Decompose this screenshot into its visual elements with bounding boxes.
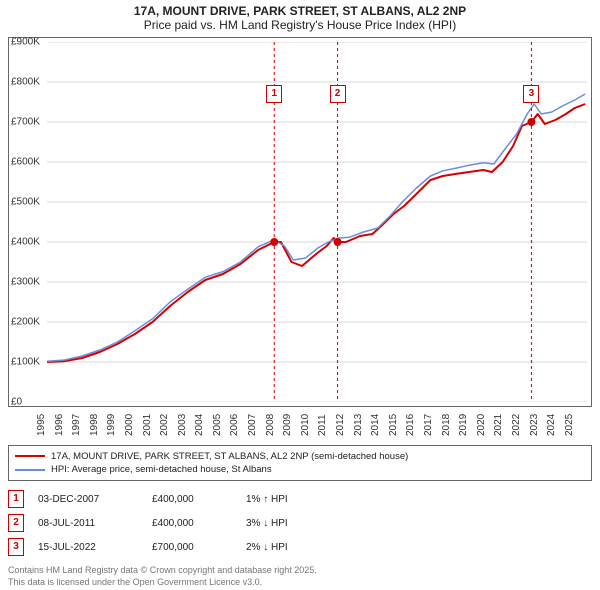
- x-tick-label: 1997: [71, 414, 82, 436]
- x-tick-label: 1999: [106, 414, 117, 436]
- title-block: 17A, MOUNT DRIVE, PARK STREET, ST ALBANS…: [0, 0, 600, 33]
- transaction-price: £400,000: [152, 518, 232, 529]
- transaction-date: 03-DEC-2007: [38, 494, 138, 505]
- transaction-hpi: 2% ↓ HPI: [246, 542, 346, 553]
- transaction-hpi: 1% ↑ HPI: [246, 494, 346, 505]
- transaction-date: 08-JUL-2011: [38, 518, 138, 529]
- y-tick-label: £800K: [9, 76, 47, 87]
- y-tick-label: £0: [9, 396, 47, 407]
- x-tick-label: 2007: [247, 414, 258, 436]
- transaction-marker: 1: [8, 490, 24, 508]
- x-tick-label: 2010: [300, 414, 311, 436]
- transaction-row: 2 08-JUL-2011 £400,000 3% ↓ HPI: [8, 511, 592, 535]
- transactions-table: 1 03-DEC-2007 £400,000 1% ↑ HPI 2 08-JUL-2011…: [8, 487, 592, 559]
- transaction-price: £700,000: [152, 542, 232, 553]
- x-tick-label: 2005: [212, 414, 223, 436]
- y-tick-label: £900K: [9, 36, 47, 47]
- y-tick-label: £700K: [9, 116, 47, 127]
- x-tick-label: 2011: [317, 414, 328, 436]
- x-tick-label: 2003: [177, 414, 188, 436]
- x-tick-label: 2022: [511, 414, 522, 436]
- chart-marker: 1: [266, 85, 282, 103]
- legend-swatch: [15, 455, 45, 457]
- x-tick-label: 2020: [476, 414, 487, 436]
- plot-area: [47, 42, 587, 402]
- x-tick-label: 2008: [265, 414, 276, 436]
- y-tick-label: £500K: [9, 196, 47, 207]
- title-subtitle: Price paid vs. HM Land Registry's House …: [0, 18, 600, 32]
- transaction-marker: 3: [8, 538, 24, 556]
- x-tick-label: 2013: [353, 414, 364, 436]
- y-tick-label: £400K: [9, 236, 47, 247]
- legend-label: HPI: Average price, semi-detached house,…: [51, 463, 272, 476]
- legend-label: 17A, MOUNT DRIVE, PARK STREET, ST ALBANS…: [51, 450, 408, 463]
- chart-marker: 2: [330, 85, 346, 103]
- x-tick-label: 2014: [370, 414, 381, 436]
- x-tick-label: 2004: [194, 414, 205, 436]
- title-address: 17A, MOUNT DRIVE, PARK STREET, ST ALBANS…: [0, 4, 600, 18]
- x-tick-label: 2018: [441, 414, 452, 436]
- page: 17A, MOUNT DRIVE, PARK STREET, ST ALBANS…: [0, 0, 600, 590]
- x-tick-label: 2000: [124, 414, 135, 436]
- y-tick-label: £200K: [9, 316, 47, 327]
- footer-line-1: Contains HM Land Registry data © Crown c…: [8, 565, 592, 577]
- transaction-hpi: 3% ↓ HPI: [246, 518, 346, 529]
- x-tick-label: 2021: [493, 414, 504, 436]
- x-tick-label: 2016: [405, 414, 416, 436]
- chart-marker: 3: [523, 85, 539, 103]
- x-tick-label: 2024: [546, 414, 557, 436]
- x-tick-label: 1995: [36, 414, 47, 436]
- x-tick-label: 2017: [423, 414, 434, 436]
- legend-row: 17A, MOUNT DRIVE, PARK STREET, ST ALBANS…: [15, 450, 585, 463]
- x-tick-label: 2002: [159, 414, 170, 436]
- x-tick-label: 1996: [54, 414, 65, 436]
- chart-svg: [47, 42, 587, 402]
- legend-swatch: [15, 469, 45, 471]
- transaction-price: £400,000: [152, 494, 232, 505]
- x-tick-label: 2001: [142, 414, 153, 436]
- y-tick-label: £100K: [9, 356, 47, 367]
- x-tick-label: 2015: [388, 414, 399, 436]
- x-tick-label: 1998: [89, 414, 100, 436]
- legend: 17A, MOUNT DRIVE, PARK STREET, ST ALBANS…: [8, 445, 592, 482]
- y-tick-label: £600K: [9, 156, 47, 167]
- footer-line-2: This data is licensed under the Open Gov…: [8, 577, 592, 589]
- x-tick-label: 2009: [282, 414, 293, 436]
- transaction-row: 3 15-JUL-2022 £700,000 2% ↓ HPI: [8, 535, 592, 559]
- x-tick-label: 2025: [564, 414, 575, 436]
- legend-row: HPI: Average price, semi-detached house,…: [15, 463, 585, 476]
- transaction-row: 1 03-DEC-2007 £400,000 1% ↑ HPI: [8, 487, 592, 511]
- x-tick-label: 2023: [529, 414, 540, 436]
- x-tick-label: 2006: [229, 414, 240, 436]
- footer: Contains HM Land Registry data © Crown c…: [8, 565, 592, 588]
- y-tick-label: £300K: [9, 276, 47, 287]
- transaction-marker: 2: [8, 514, 24, 532]
- x-tick-label: 2019: [458, 414, 469, 436]
- x-tick-label: 2012: [335, 414, 346, 436]
- transaction-date: 15-JUL-2022: [38, 542, 138, 553]
- chart: £0 £100K £200K £300K £400K £500K £600K £700K £80…: [8, 37, 592, 407]
